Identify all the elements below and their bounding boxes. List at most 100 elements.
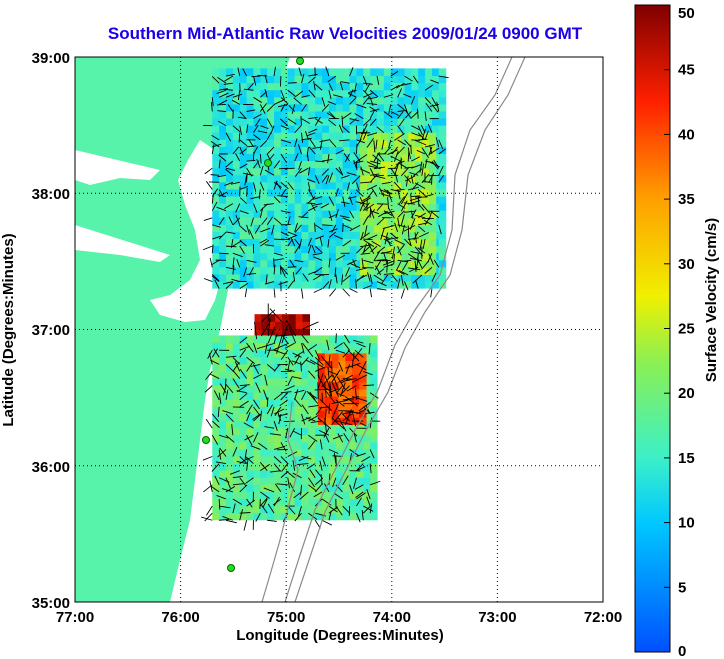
velocity-cell: [246, 238, 255, 247]
velocity-vector: [250, 445, 261, 450]
velocity-vector: [253, 124, 259, 133]
velocity-cell: [383, 75, 392, 84]
velocity-cell: [315, 132, 323, 140]
velocity-vector: [255, 382, 261, 393]
velocity-cell: [356, 491, 364, 499]
velocity-cell: [219, 392, 227, 400]
velocity-vector: [417, 125, 423, 136]
velocity-cell: [322, 252, 330, 261]
velocity-vector: [225, 383, 234, 394]
velocity-vector: [388, 104, 392, 114]
velocity-cell: [315, 89, 323, 98]
velocity-vector: [424, 267, 433, 274]
velocity-vector: [294, 125, 302, 134]
velocity-cell: [390, 89, 399, 98]
velocity-cell: [431, 117, 440, 126]
velocity-cell: [294, 335, 303, 344]
velocity-vector: [356, 154, 368, 162]
velocity-cell: [267, 448, 275, 457]
velocity-cell: [212, 203, 220, 211]
velocity-cell: [308, 280, 316, 289]
velocity-cell: [308, 68, 316, 77]
velocity-cell: [431, 273, 440, 282]
velocity-cell: [226, 491, 234, 499]
velocity-vector: [395, 160, 405, 166]
velocity-cell: [260, 259, 268, 268]
velocity-vector: [280, 118, 289, 127]
velocity-vector: [364, 225, 368, 237]
velocity-cell: [411, 280, 419, 289]
velocity-cell: [335, 505, 344, 514]
velocity-cell: [274, 146, 282, 155]
velocity-cell: [360, 139, 368, 148]
velocity-cell: [260, 160, 268, 169]
velocity-vector: [355, 182, 360, 191]
velocity-cell: [366, 231, 375, 240]
velocity-cell: [394, 260, 402, 268]
colorbar-tick-label: 35: [678, 191, 695, 208]
velocity-cell: [274, 117, 282, 126]
plot-frame: [74, 56, 604, 603]
velocity-vector: [230, 238, 234, 248]
velocity-vector: [280, 391, 292, 394]
velocity-vector: [397, 210, 405, 218]
velocity-cell: [360, 246, 368, 254]
velocity-cell: [345, 388, 353, 397]
velocity-vector: [383, 94, 394, 98]
velocity-cell: [301, 224, 309, 232]
velocity-cell: [212, 484, 220, 492]
velocity-cell: [246, 484, 255, 492]
velocity-cell: [315, 427, 323, 436]
velocity-vector: [251, 75, 261, 78]
velocity-cell: [428, 182, 437, 190]
velocity-vector: [246, 273, 256, 275]
velocity-cell: [404, 280, 412, 289]
velocity-cell: [212, 132, 220, 140]
velocity-cell: [274, 491, 282, 499]
velocity-cell: [239, 89, 248, 98]
velocity-cell: [308, 462, 316, 471]
velocity-cell: [342, 434, 351, 443]
velocity-cell: [322, 448, 330, 457]
velocity-vector: [217, 110, 227, 112]
velocity-cell: [366, 146, 375, 155]
velocity-cell: [363, 335, 371, 344]
velocity-vector: [346, 385, 357, 392]
velocity-vector: [327, 119, 337, 127]
velocity-vector: [294, 355, 301, 365]
velocity-cell: [246, 406, 255, 414]
velocity-cell: [425, 273, 433, 282]
velocity-vector: [294, 245, 300, 254]
velocity-cell: [212, 139, 220, 147]
velocity-cell: [254, 314, 262, 322]
velocity-cell: [260, 167, 268, 176]
velocity-cell: [287, 174, 296, 183]
velocity-cell: [335, 477, 344, 485]
velocity-vector: [260, 140, 268, 148]
velocity-vector: [277, 195, 288, 197]
velocity-cell: [226, 203, 234, 211]
velocity-vector: [410, 96, 416, 105]
velocity-cell: [253, 110, 261, 119]
velocity-cell: [377, 82, 385, 91]
velocity-cell: [308, 505, 316, 514]
velocity-vector: [390, 70, 399, 77]
velocity-cell: [408, 267, 416, 275]
velocity-cell: [267, 224, 275, 232]
velocity-cell: [267, 231, 275, 240]
velocity-vector: [224, 75, 234, 82]
velocity-cell: [226, 139, 234, 147]
velocity-cell: [328, 484, 337, 492]
velocity-cell: [246, 427, 255, 436]
velocity-cell: [335, 174, 344, 183]
velocity-vector: [293, 491, 302, 499]
velocity-cell: [260, 238, 268, 247]
velocity-cell: [370, 363, 378, 372]
velocity-vector: [203, 278, 213, 282]
velocity-vector: [232, 217, 241, 226]
velocity-cell: [315, 252, 323, 261]
velocity-vector: [380, 193, 391, 197]
velocity-vector: [246, 412, 251, 422]
velocity-cell: [373, 153, 382, 162]
velocity-cell: [428, 139, 437, 148]
